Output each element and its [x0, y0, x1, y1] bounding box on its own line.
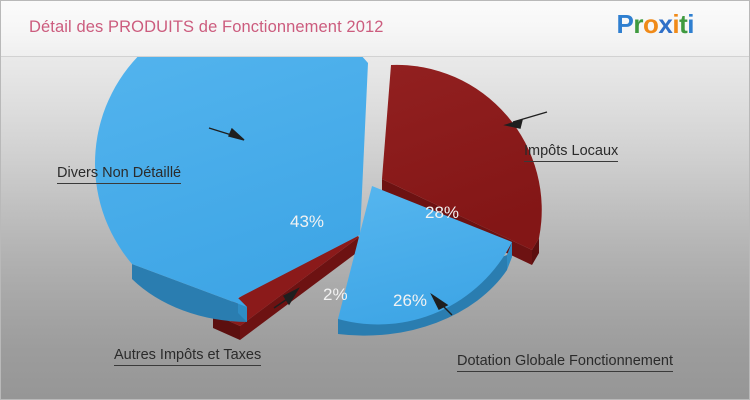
slice-percent-autres: 2%: [323, 285, 348, 304]
callout-label-dotation-globale-fonctionnement: Dotation Globale Fonctionnement: [457, 353, 674, 372]
leader-arrow-impots: [503, 118, 523, 129]
slice-divers-side: [132, 264, 247, 322]
callout-label-impots-locaux: Impôts Locaux: [524, 143, 619, 162]
leader-lines: [208, 111, 548, 316]
logo-letter-7: i: [687, 9, 694, 39]
pie-chart: 43% 28% 26% 2% Divers Non Détaillé Impôt…: [1, 57, 749, 399]
proxiti-logo: Proxiti: [616, 9, 695, 39]
leader-arrow-autres: [282, 287, 300, 306]
logo-letter-6: t: [679, 9, 688, 39]
pie-chart-svg: [95, 57, 548, 340]
slice-percent-impots: 28%: [425, 203, 460, 222]
logo-letter-4: x: [658, 9, 673, 39]
slice-dotation-side2: [507, 242, 512, 270]
leader-arrow-divers: [228, 127, 245, 141]
pie-slice-dotation-globale-fonctionnement[interactable]: [338, 186, 512, 336]
slice-impots-top: [382, 64, 542, 250]
pie-slice-divers-non-detaille[interactable]: [95, 57, 368, 322]
logo-letter-1: P: [616, 9, 634, 39]
callout-label-autres-impots-et-taxes: Autres Impôts et Taxes: [114, 347, 262, 366]
logo-letter-5: i: [672, 9, 680, 39]
logo-letter-3: o: [643, 9, 659, 39]
slice-percent-dotation: 26%: [393, 291, 428, 310]
slice-autres-side2: [240, 237, 359, 340]
slice-impots-side2: [532, 238, 539, 265]
header-bar: Détail des PRODUITS de Fonctionnement 20…: [1, 1, 749, 57]
callout-label-divers-non-detaille: Divers Non Détaillé: [57, 165, 182, 184]
slice-autres-side: [213, 314, 240, 340]
logo-letter-2: r: [633, 9, 643, 39]
slice-percent-divers: 43%: [290, 212, 325, 231]
leader-arrow-dotation: [430, 292, 449, 310]
page-title: Détail des PRODUITS de Fonctionnement 20…: [29, 18, 384, 36]
slice-divers-top: [95, 57, 368, 307]
slice-dotation-top: [338, 186, 512, 325]
